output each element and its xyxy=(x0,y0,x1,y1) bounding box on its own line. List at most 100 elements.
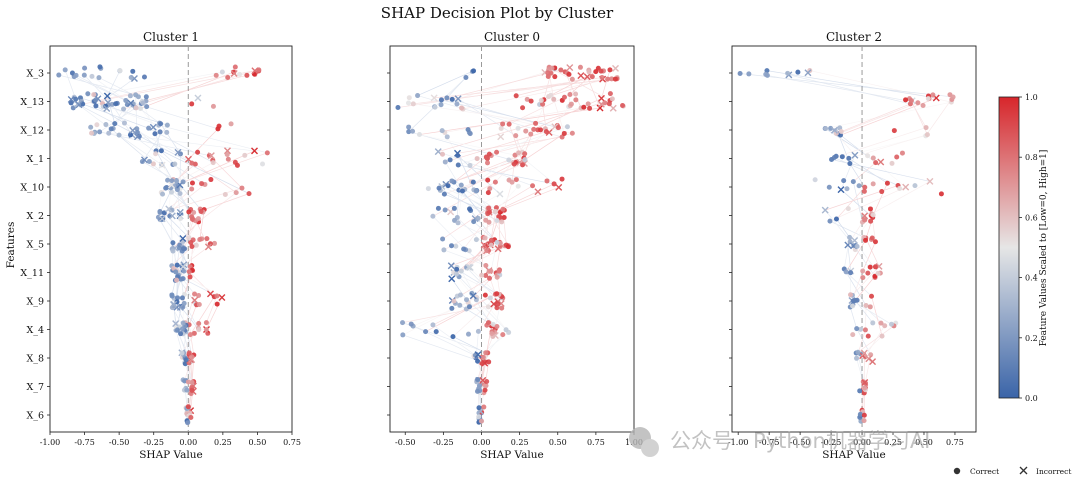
correct-point xyxy=(495,301,501,307)
decision-path-segment xyxy=(553,99,565,134)
correct-point xyxy=(908,98,914,104)
decision-path-segment xyxy=(845,240,866,273)
x-tick-label: 0.00 xyxy=(473,438,491,447)
incorrect-point xyxy=(430,94,438,102)
correct-point xyxy=(903,97,909,103)
correct-point xyxy=(106,130,112,136)
correct-point xyxy=(482,235,488,241)
incorrect-point xyxy=(188,356,196,364)
decision-path-segment xyxy=(452,336,486,354)
incorrect-point xyxy=(474,351,482,359)
decision-path-segment xyxy=(458,72,545,100)
correct-point xyxy=(232,64,238,70)
correct-point xyxy=(569,76,575,82)
correct-point xyxy=(873,160,879,166)
correct-point xyxy=(189,160,195,166)
incorrect-point xyxy=(172,320,180,328)
correct-point xyxy=(203,320,209,326)
incorrect-point xyxy=(877,158,885,166)
incorrect-point xyxy=(207,152,215,160)
correct-point xyxy=(559,176,565,182)
correct-point xyxy=(169,189,175,195)
decision-path-segment xyxy=(171,193,181,211)
correct-point xyxy=(81,72,87,78)
correct-point xyxy=(875,270,881,276)
correct-point xyxy=(549,65,555,71)
correct-point xyxy=(494,218,500,224)
correct-point xyxy=(121,120,127,126)
correct-point xyxy=(543,129,549,135)
decision-path-segment xyxy=(99,100,147,133)
correct-point xyxy=(146,125,152,131)
decision-path-segment xyxy=(925,96,954,137)
correct-point xyxy=(430,213,436,219)
y-tick-label: X_3 xyxy=(26,69,44,80)
correct-point xyxy=(178,331,184,337)
incorrect-point xyxy=(174,148,182,156)
correct-point xyxy=(165,177,171,183)
incorrect-point xyxy=(170,300,178,308)
correct-point xyxy=(179,295,185,301)
correct-point xyxy=(179,350,185,356)
correct-point xyxy=(441,247,447,253)
correct-point xyxy=(466,304,472,310)
incorrect-point xyxy=(597,94,605,102)
correct-point xyxy=(844,186,850,192)
correct-point xyxy=(479,272,485,278)
correct-point xyxy=(854,243,860,249)
colorbar-tick-label: 0.4 xyxy=(1025,274,1038,283)
correct-point xyxy=(869,293,875,299)
decision-path-segment xyxy=(171,209,194,241)
correct-point xyxy=(207,241,213,247)
decision-path-segment xyxy=(397,77,603,108)
decision-path-segment xyxy=(516,76,593,97)
correct-point xyxy=(189,387,195,393)
decision-path-segment xyxy=(188,271,215,297)
correct-point xyxy=(930,92,936,98)
correct-point xyxy=(415,93,421,99)
correct-point xyxy=(112,121,118,127)
y-tick-label: X_6 xyxy=(26,411,44,422)
legend-correct-marker xyxy=(953,467,961,475)
correct-point xyxy=(133,92,139,98)
correct-point xyxy=(189,379,195,385)
decision-path-segment xyxy=(502,209,507,246)
correct-point xyxy=(486,205,492,211)
incorrect-point xyxy=(851,151,859,159)
correct-point xyxy=(216,123,222,129)
correct-point xyxy=(520,162,526,168)
correct-point xyxy=(213,72,219,78)
chart-suptitle: SHAP Decision Plot by Cluster xyxy=(381,4,614,22)
correct-point xyxy=(439,128,445,134)
decision-path-segment xyxy=(478,392,481,408)
decision-path-segment xyxy=(417,70,474,96)
correct-point xyxy=(210,160,216,166)
incorrect-point xyxy=(149,123,157,131)
correct-point xyxy=(180,276,186,282)
incorrect-point xyxy=(179,234,187,242)
correct-point xyxy=(113,101,119,107)
y-tick-label: X_10 xyxy=(20,183,44,194)
correct-point xyxy=(482,292,488,298)
incorrect-point xyxy=(480,241,488,249)
correct-point xyxy=(146,158,152,164)
correct-point xyxy=(449,178,455,184)
decision-path-segment xyxy=(853,162,876,182)
decision-path-segment xyxy=(457,136,563,154)
decision-path-segment xyxy=(462,159,509,192)
decision-path-segment xyxy=(840,134,876,163)
correct-point xyxy=(500,121,506,127)
x-tick-label: 0.75 xyxy=(946,438,964,447)
decision-path-segment xyxy=(825,101,952,129)
incorrect-point xyxy=(447,262,455,270)
correct-point xyxy=(189,186,195,192)
correct-point xyxy=(513,133,519,139)
legend-correct-label: Correct xyxy=(970,467,999,476)
correct-point xyxy=(524,96,530,102)
incorrect-point xyxy=(534,188,542,196)
colorbar-tick-label: 0.6 xyxy=(1025,213,1038,222)
correct-point xyxy=(515,125,521,131)
correct-point xyxy=(444,134,450,140)
correct-point xyxy=(522,157,528,163)
x-tick-label: -0.25 xyxy=(433,438,454,447)
